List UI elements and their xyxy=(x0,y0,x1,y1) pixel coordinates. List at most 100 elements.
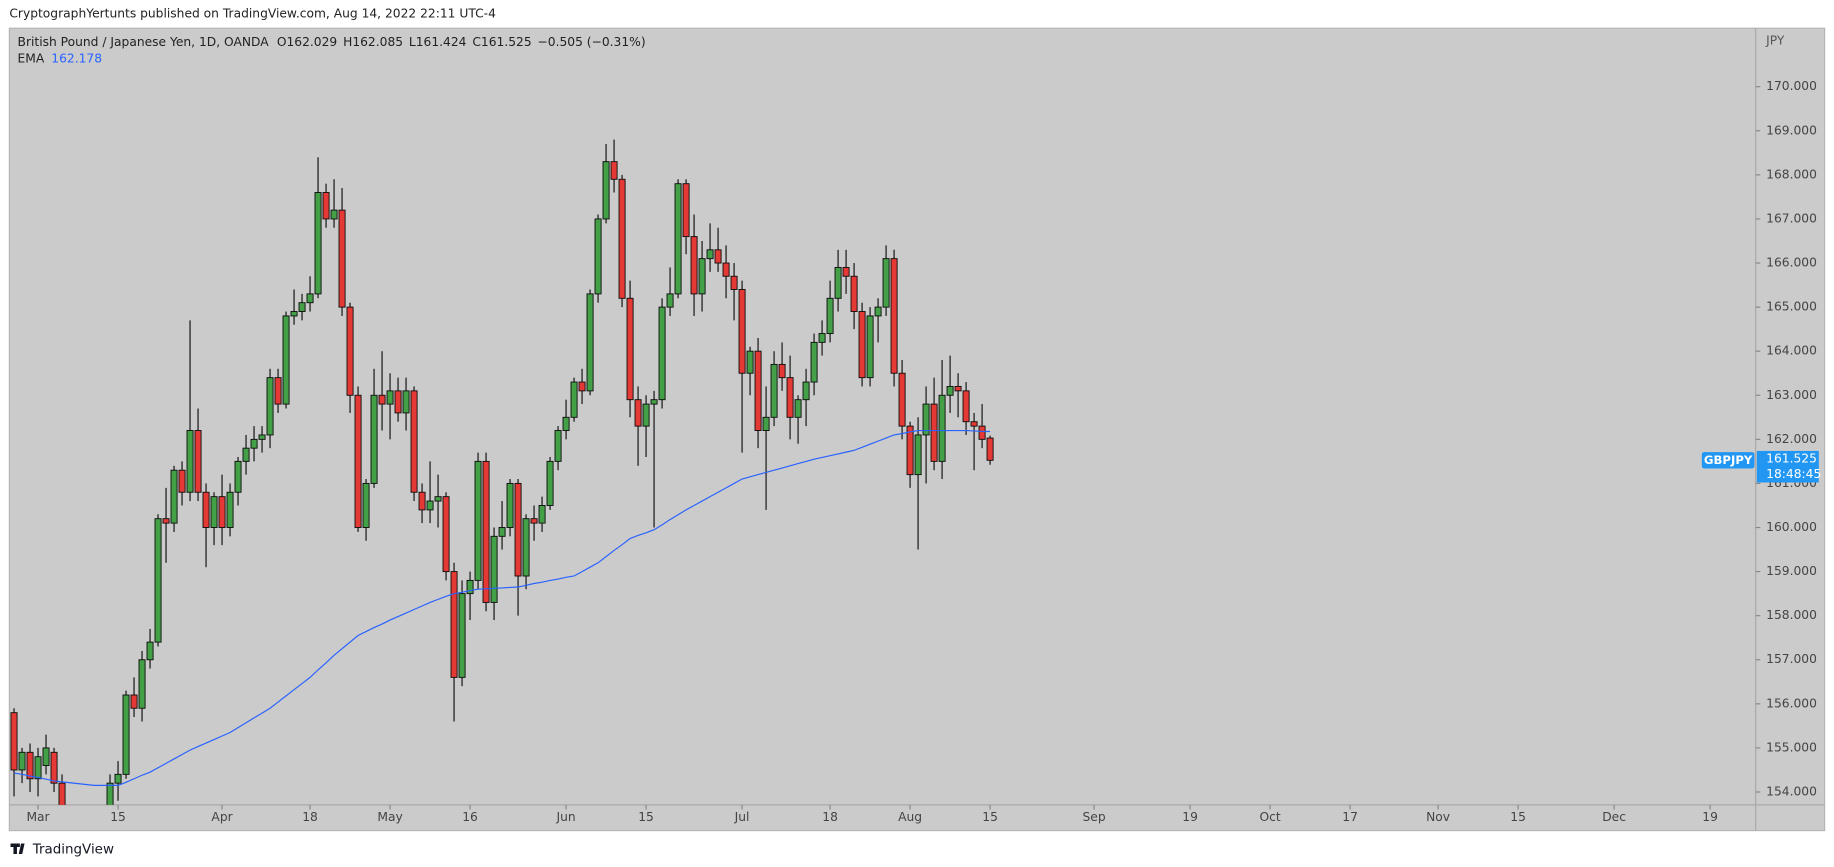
candle-body xyxy=(538,505,546,524)
candle-body xyxy=(50,751,58,784)
candle-body xyxy=(42,747,50,767)
candle-body xyxy=(714,249,722,264)
candle-body xyxy=(922,403,930,436)
candle-body xyxy=(178,469,186,493)
publisher-line: CryptographYertunts published on Trading… xyxy=(9,7,496,21)
candle-body xyxy=(690,236,698,295)
y-tick-label: 154.000 xyxy=(1766,784,1817,798)
ohlc-prefix: C xyxy=(472,35,481,49)
x-tick-label: 15 xyxy=(1510,810,1526,824)
x-tick-label: Apr xyxy=(211,810,233,824)
candle-body xyxy=(434,496,442,502)
x-tick-label: Aug xyxy=(898,810,922,824)
indicator-name: EMA xyxy=(18,51,45,65)
candle-body xyxy=(946,385,954,396)
candle-body xyxy=(194,430,202,493)
candle-body xyxy=(34,756,42,780)
y-tick-label: 158.000 xyxy=(1766,608,1817,622)
candle-body xyxy=(306,293,314,304)
y-tick-label: 169.000 xyxy=(1766,123,1817,137)
candle-body xyxy=(338,209,346,308)
y-tick-label: 167.000 xyxy=(1766,211,1817,225)
candle-body xyxy=(170,469,178,524)
candle-body xyxy=(906,425,914,476)
candle-body xyxy=(58,782,66,805)
candle-body xyxy=(698,258,706,295)
y-tick-label: 159.000 xyxy=(1766,564,1817,578)
candle-body xyxy=(562,416,570,432)
candle-body xyxy=(722,262,730,277)
x-tick-label: May xyxy=(377,810,402,824)
candle-body xyxy=(138,659,146,709)
price-tag-value: 161.525 xyxy=(1766,452,1817,466)
y-tick-label: 155.000 xyxy=(1766,740,1817,754)
x-tick-label: 17 xyxy=(1342,810,1358,824)
candle-body xyxy=(418,491,426,511)
ohlc-value: 161.525 xyxy=(481,35,532,49)
candle-body xyxy=(786,377,794,418)
ohlc-value: 162.085 xyxy=(352,35,403,49)
candle-body xyxy=(978,425,986,440)
candle-body xyxy=(122,694,130,775)
y-tick-label: 156.000 xyxy=(1766,696,1817,710)
candle-body xyxy=(666,293,674,308)
candle-body xyxy=(258,434,266,440)
y-tick-label: 160.000 xyxy=(1766,520,1817,534)
candle-body xyxy=(298,302,306,312)
y-tick-label: 163.000 xyxy=(1766,388,1817,402)
candle-body xyxy=(186,430,194,493)
candle-body xyxy=(410,390,418,493)
candle-body xyxy=(282,315,290,405)
indicator-header: EMA 162.178 xyxy=(18,51,102,65)
x-tick-label: Jul xyxy=(734,810,750,824)
ohlc-prefix: O xyxy=(277,35,287,49)
candle-body xyxy=(474,460,482,581)
symbol-header: British Pound / Japanese Yen, 1D, OANDA O… xyxy=(18,35,646,49)
candle-body xyxy=(826,297,834,335)
candle-body xyxy=(162,518,170,524)
candle-body xyxy=(634,399,642,427)
candle-body xyxy=(330,209,338,220)
candle-body xyxy=(970,421,978,427)
candle-body xyxy=(426,500,434,511)
ohlc-value: 162.029 xyxy=(287,35,338,49)
candle-body xyxy=(522,518,530,577)
candle-body xyxy=(570,381,578,418)
ema-line xyxy=(13,429,991,786)
x-tick-label: 19 xyxy=(1702,810,1718,824)
x-tick-label: 16 xyxy=(462,810,478,824)
candle-body xyxy=(618,178,626,299)
candle-body xyxy=(218,496,226,528)
candle-body xyxy=(482,460,490,603)
candle-body xyxy=(866,315,874,379)
candle-body xyxy=(394,390,402,414)
candle-body xyxy=(386,390,394,405)
candle-body xyxy=(986,437,994,461)
candle-body xyxy=(242,447,250,462)
candle-body xyxy=(83,832,89,841)
symbol-title: British Pound / Japanese Yen, 1D, OANDA xyxy=(18,35,270,49)
candle-body xyxy=(626,297,634,401)
candle-body xyxy=(794,399,802,418)
ohlc-value: 161.424 xyxy=(416,35,467,49)
candle-body xyxy=(954,385,962,392)
ohlc-prefix: H xyxy=(343,35,352,49)
candle-body xyxy=(154,518,162,643)
candle-body xyxy=(914,434,922,476)
candle-body xyxy=(890,258,898,374)
candle-body xyxy=(674,183,682,295)
candle-body xyxy=(322,192,330,220)
candle-body xyxy=(498,527,506,537)
ema-value: 162.178 xyxy=(51,51,102,65)
candle-body xyxy=(658,306,666,401)
candle-body xyxy=(642,403,650,427)
ohlc-prefix: L xyxy=(409,35,416,49)
candle-body xyxy=(682,183,690,238)
candle-body xyxy=(458,593,466,678)
candle-body xyxy=(762,416,770,432)
candle-body xyxy=(290,311,298,317)
x-tick-label: 15 xyxy=(110,810,126,824)
y-tick-label: 164.000 xyxy=(1766,344,1817,358)
candle-body xyxy=(850,275,858,312)
